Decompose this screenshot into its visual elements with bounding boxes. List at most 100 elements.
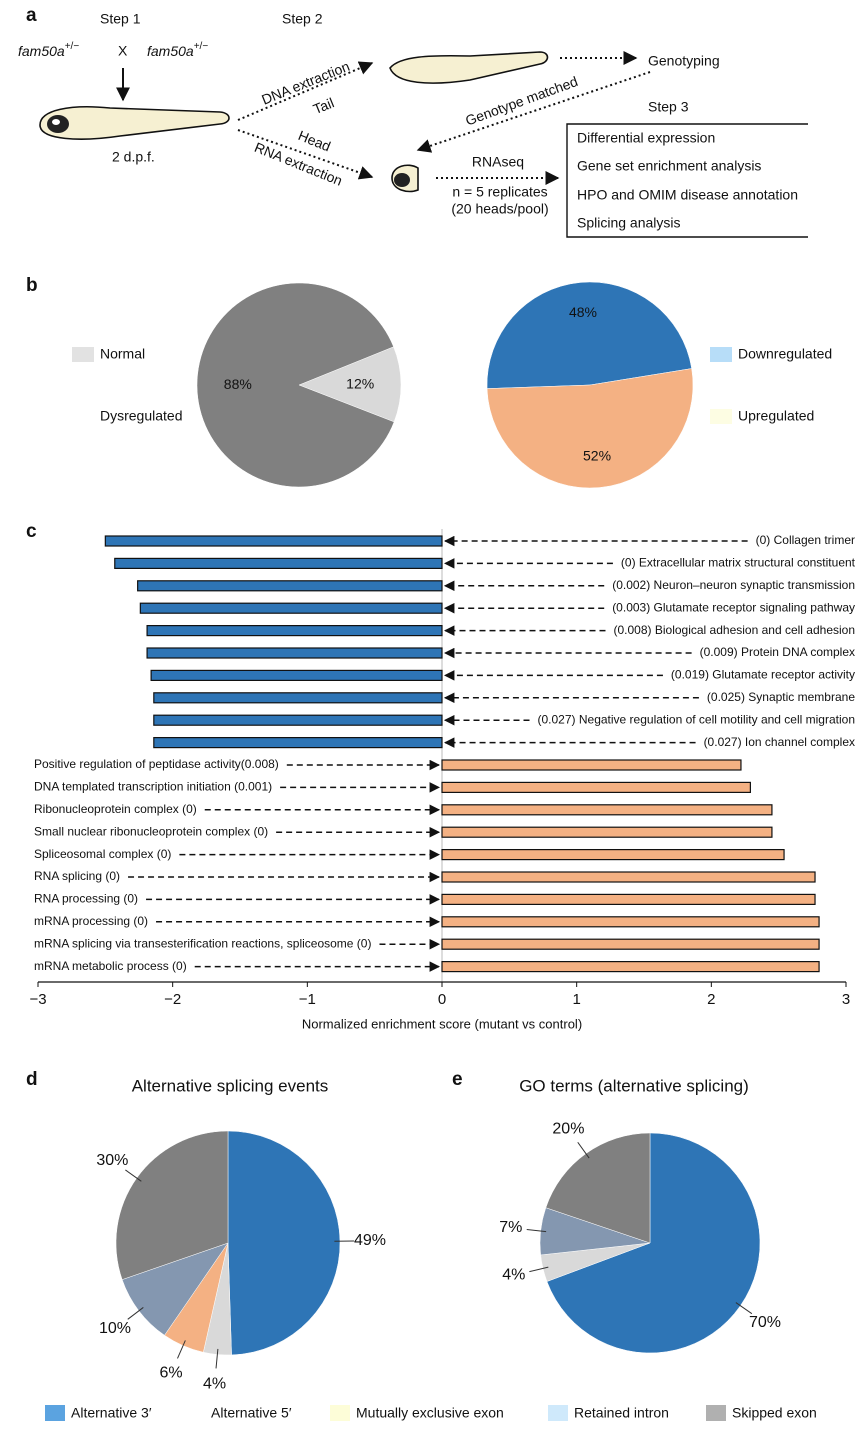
bar-label: (0.003) Glutamate receptor signaling pat… xyxy=(612,600,855,614)
analysis-item: HPO and OMIM disease annotation xyxy=(577,187,798,203)
tail-tissue xyxy=(389,51,549,84)
panel-label: a xyxy=(26,5,37,26)
bar-label: Positive regulation of peptidase activit… xyxy=(34,757,279,771)
step-text: Genotype matched xyxy=(463,73,580,128)
value-label: 6% xyxy=(160,1364,183,1381)
legend-label: Skipped exon xyxy=(732,1405,817,1421)
bar xyxy=(441,893,816,906)
step-label: Step 1 xyxy=(100,11,141,27)
value-label: 49% xyxy=(354,1232,386,1249)
pie-slice xyxy=(196,282,395,488)
bar xyxy=(153,736,443,749)
panel-label: b xyxy=(26,275,38,296)
bar xyxy=(441,960,820,973)
bar-label: DNA templated transcription initiation (… xyxy=(34,780,272,794)
bar-label: Spliceosomal complex (0) xyxy=(34,847,171,861)
legend-swatch xyxy=(185,1405,205,1421)
bar-label: mRNA splicing via transesterification re… xyxy=(34,936,371,950)
legend-label: Alternative 3′ xyxy=(71,1405,152,1421)
step-text: RNA extraction xyxy=(252,139,345,189)
analysis-item: Gene set enrichment analysis xyxy=(577,158,761,174)
legend-label: Upregulated xyxy=(738,408,814,424)
step-text: DNA extraction xyxy=(259,58,352,108)
larva xyxy=(39,105,230,140)
legend-swatch xyxy=(706,1405,726,1421)
bar xyxy=(441,938,820,950)
bar-label: (0) Extracellular matrix structural cons… xyxy=(621,556,856,570)
gene: fam50a xyxy=(147,43,194,59)
x-axis-label: Normalized enrichment score (mutant vs c… xyxy=(302,1016,582,1031)
step-label: Step 2 xyxy=(282,11,323,27)
bar-label: (0.027) Ion channel complex xyxy=(704,735,855,749)
pie-slice xyxy=(298,346,402,423)
legend-label: Retained intron xyxy=(574,1405,669,1421)
step-text: (20 heads/pool) xyxy=(451,201,548,217)
x-tick-label: 0 xyxy=(438,991,446,1008)
legend-swatch xyxy=(710,347,732,362)
step-text: Genotyping xyxy=(648,53,720,69)
value-label: 4% xyxy=(502,1267,525,1284)
bar-label: mRNA metabolic process (0) xyxy=(34,959,187,973)
bar xyxy=(139,602,443,614)
bar xyxy=(114,557,443,570)
leader-line xyxy=(526,1229,547,1233)
chart-title: Alternative splicing events xyxy=(132,1076,329,1095)
bar-label: (0.027) Negative regulation of cell moti… xyxy=(538,712,856,726)
legend-swatch xyxy=(710,409,732,424)
bar xyxy=(441,759,742,771)
bar xyxy=(146,624,443,637)
bar-label: (0.019) Glutamate receptor activity xyxy=(671,668,855,682)
leader-line xyxy=(735,1302,753,1315)
head-tissue xyxy=(391,164,419,193)
legend-swatch xyxy=(72,409,94,424)
analysis-item: Splicing analysis xyxy=(577,215,681,231)
genotype: +/− xyxy=(194,41,209,52)
bar-label: (0.002) Neuron–neuron synaptic transmiss… xyxy=(612,578,855,592)
x-tick-label: 3 xyxy=(842,991,850,1008)
chart-title: GO terms (alternative splicing) xyxy=(519,1076,749,1095)
value-label: 70% xyxy=(749,1314,781,1331)
genotype: +/− xyxy=(65,41,80,52)
analysis-item: Differential expression xyxy=(577,130,715,146)
step-text: Head xyxy=(296,127,333,154)
panel-label: d xyxy=(26,1069,38,1090)
pie-slice xyxy=(486,281,692,389)
cross: X xyxy=(118,43,128,59)
value-label: 88% xyxy=(224,376,252,392)
x-tick-label: −2 xyxy=(164,991,181,1008)
gene: fam50a xyxy=(18,43,65,59)
legend-swatch xyxy=(72,347,94,362)
leader-line xyxy=(125,1169,142,1182)
panel-label: e xyxy=(452,1069,463,1090)
bar xyxy=(441,848,785,861)
bar-label: Small nuclear ribonucleoprotein complex … xyxy=(34,824,268,838)
x-tick-label: −1 xyxy=(299,991,316,1008)
value-label: 4% xyxy=(203,1376,226,1393)
bar xyxy=(104,535,443,547)
bar-label: (0.025) Synaptic membrane xyxy=(707,690,855,704)
analysis-box xyxy=(566,123,808,238)
bar xyxy=(441,871,816,883)
value-label: 52% xyxy=(583,447,611,463)
step-text: n = 5 replicates xyxy=(452,184,547,200)
x-tick-label: −3 xyxy=(29,991,46,1008)
leader-line xyxy=(529,1266,549,1273)
legend-label: Downregulated xyxy=(738,346,832,362)
value-label: 10% xyxy=(99,1320,131,1337)
value-label: 7% xyxy=(499,1219,522,1236)
bar xyxy=(441,826,773,838)
legend-swatch xyxy=(45,1405,65,1421)
value-label: 20% xyxy=(552,1120,584,1137)
bar xyxy=(153,714,443,726)
bar-label: RNA splicing (0) xyxy=(34,869,120,883)
genotype-label: fam50a+/− xyxy=(147,41,208,59)
bar xyxy=(153,692,443,704)
bar xyxy=(441,781,751,794)
bar xyxy=(150,669,443,682)
bar-label: (0) Collagen trimer xyxy=(756,533,855,547)
panel-label: c xyxy=(26,521,37,542)
leader-line xyxy=(127,1307,144,1320)
leader-line xyxy=(177,1340,186,1359)
bar-label: (0.008) Biological adhesion and cell adh… xyxy=(614,623,856,637)
